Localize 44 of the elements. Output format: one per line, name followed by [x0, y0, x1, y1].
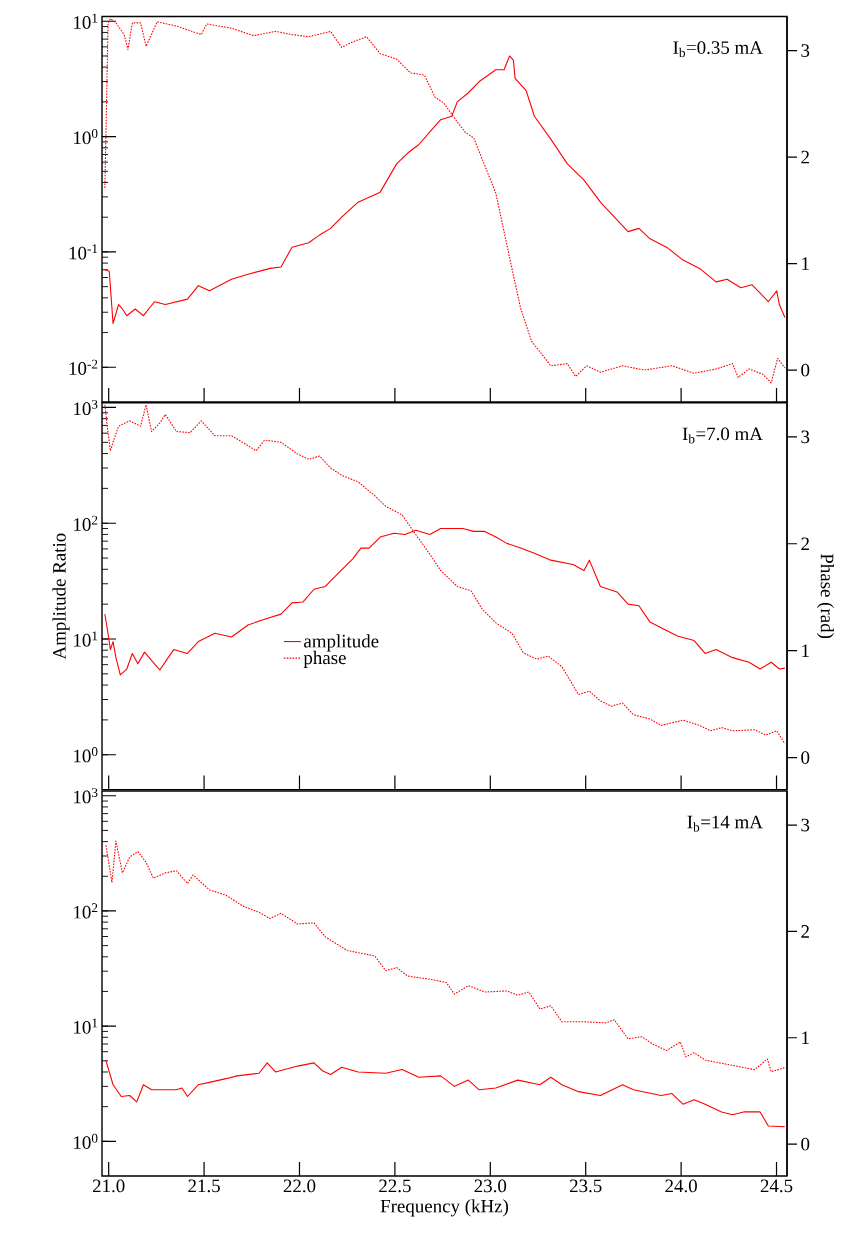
- y2-axis-title: Phase (rad): [816, 553, 834, 639]
- annotation: I$_{b}$=14 mA: [687, 815, 763, 832]
- y2-tick-label: 0: [801, 751, 810, 764]
- y-tick-label: 10$^{1}$: [74, 631, 98, 647]
- y2-tick-label: 2: [801, 537, 809, 551]
- y2-tick-label: 1: [802, 257, 809, 270]
- x-tick-label: 24.5: [760, 1179, 793, 1193]
- x-tick-label: 21.0: [92, 1179, 125, 1193]
- x-axis-title: Frequency (kHz): [380, 1199, 509, 1217]
- y-tick-label: 10$^{2}$: [74, 515, 98, 531]
- x-tick-label: 23.5: [569, 1179, 602, 1193]
- x-tick-label: 22.5: [379, 1179, 411, 1193]
- y-tick-label: 10$^{3}$: [74, 399, 98, 416]
- y2-tick-label: 3: [801, 818, 810, 832]
- legend-label: phase: [303, 650, 346, 669]
- line-series: [104, 404, 786, 745]
- line-series: [104, 18, 786, 384]
- y-tick-label: 10$^{2}$: [74, 903, 98, 919]
- y-axis-title: Amplitude Ratio: [52, 533, 70, 660]
- y-tick-label: 10$^{1}$: [74, 1018, 98, 1034]
- legend-label: amplitude: [304, 634, 379, 652]
- y2-tick-label: 0: [801, 363, 810, 377]
- y-tick-label: 10$^{3}$: [74, 788, 98, 804]
- y2-tick-label: 1: [802, 1031, 809, 1044]
- annotation: I$_{b}$=7.0 mA: [682, 427, 763, 444]
- y2-tick-label: 3: [801, 44, 810, 57]
- y-tick-label: 10$^{0}$: [74, 1133, 98, 1149]
- y-tick-label: 10$^{1}$: [74, 13, 98, 29]
- y-tick-label: 10$^{-2}$: [69, 359, 98, 375]
- y2-tick-label: 1: [802, 644, 809, 657]
- y-tick-label: 10$^{0}$: [74, 747, 98, 763]
- annotation: I$_{b}$=0.35 mA: [673, 41, 763, 58]
- x-tick-label: 21.5: [188, 1179, 220, 1193]
- x-tick-label: 22.0: [283, 1179, 316, 1193]
- line-series: [105, 1060, 786, 1128]
- x-tick-label: 24.0: [665, 1179, 697, 1193]
- x-tick-label: 23.0: [474, 1179, 507, 1193]
- y2-tick-label: 0: [801, 1137, 810, 1151]
- line-series: [105, 840, 786, 1073]
- y2-tick-label: 2: [801, 925, 809, 938]
- y-tick-label: 10$^{0}$: [74, 128, 98, 145]
- y-tick-label: 10$^{-1}$: [69, 244, 98, 260]
- y2-tick-label: 2: [801, 150, 809, 164]
- y2-tick-label: 3: [801, 430, 810, 444]
